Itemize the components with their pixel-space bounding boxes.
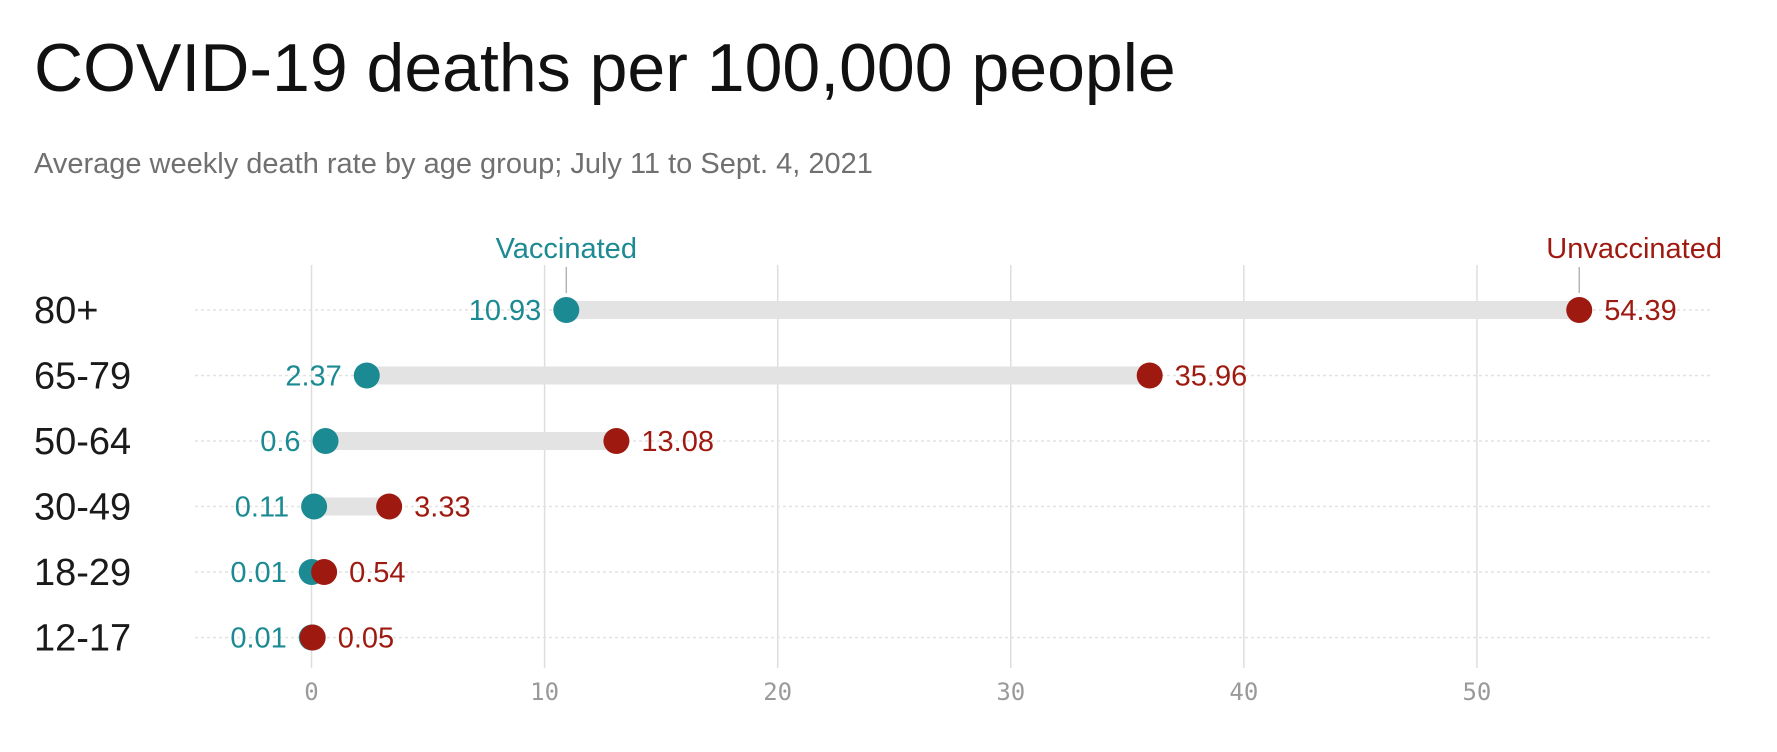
vaccinated-dot xyxy=(353,362,380,389)
vaccinated-value-label: 2.37 xyxy=(285,361,341,393)
vaccinated-value-label: 0.11 xyxy=(235,492,289,524)
chart-subtitle: Average weekly death rate by age group; … xyxy=(34,148,873,180)
x-tick-label: 40 xyxy=(1229,678,1258,706)
unvaccinated-dot xyxy=(376,493,403,520)
category-label: 80+ xyxy=(34,290,98,332)
unvaccinated-value-label: 0.05 xyxy=(338,623,394,655)
unvaccinated-value-label: 0.54 xyxy=(349,557,405,589)
x-tick-label: 50 xyxy=(1462,678,1491,706)
legend-unvaccinated: Unvaccinated xyxy=(1546,233,1722,265)
unvaccinated-value-label: 54.39 xyxy=(1604,295,1677,327)
vaccinated-dot xyxy=(553,297,580,323)
category-label: 65-79 xyxy=(34,356,131,398)
range-bar-layer xyxy=(311,301,1580,647)
x-tick-label: 20 xyxy=(763,678,792,706)
category-label: 30-49 xyxy=(34,487,131,529)
x-tick-label: 10 xyxy=(530,678,559,706)
unvaccinated-dot xyxy=(1566,297,1593,323)
vaccinated-value-label: 0.6 xyxy=(260,426,300,458)
vaccinated-value-label: 0.01 xyxy=(230,623,286,655)
unvaccinated-value-label: 13.08 xyxy=(641,426,714,458)
vaccinated-dot xyxy=(301,493,328,520)
vaccinated-dot xyxy=(312,428,339,454)
x-tick-label: 0 xyxy=(304,678,318,706)
unvaccinated-dot xyxy=(1136,362,1163,389)
unvaccinated-value-label: 35.96 xyxy=(1175,361,1248,393)
x-tick-label: 30 xyxy=(996,678,1025,706)
vaccinated-value-label: 0.01 xyxy=(230,557,286,589)
category-label: 50-64 xyxy=(34,421,131,463)
vaccinated-value-label: 10.93 xyxy=(469,295,542,327)
grid-layer xyxy=(195,265,1710,668)
category-label: 18-29 xyxy=(34,552,131,594)
dot-layer xyxy=(298,297,1593,651)
chart-title: COVID-19 deaths per 100,000 people xyxy=(34,30,1176,106)
unvaccinated-dot xyxy=(603,428,630,454)
label-layer: 0 10 20 30 40 50 80+ 10.93 54.39 65-79 2.37 35.96 50… xyxy=(34,233,1722,706)
unvaccinated-dot xyxy=(299,624,326,651)
unvaccinated-value-label: 3.33 xyxy=(414,492,470,524)
legend-vaccinated: Vaccinated xyxy=(496,233,637,265)
unvaccinated-dot xyxy=(311,559,338,585)
category-label: 12-17 xyxy=(34,618,131,660)
